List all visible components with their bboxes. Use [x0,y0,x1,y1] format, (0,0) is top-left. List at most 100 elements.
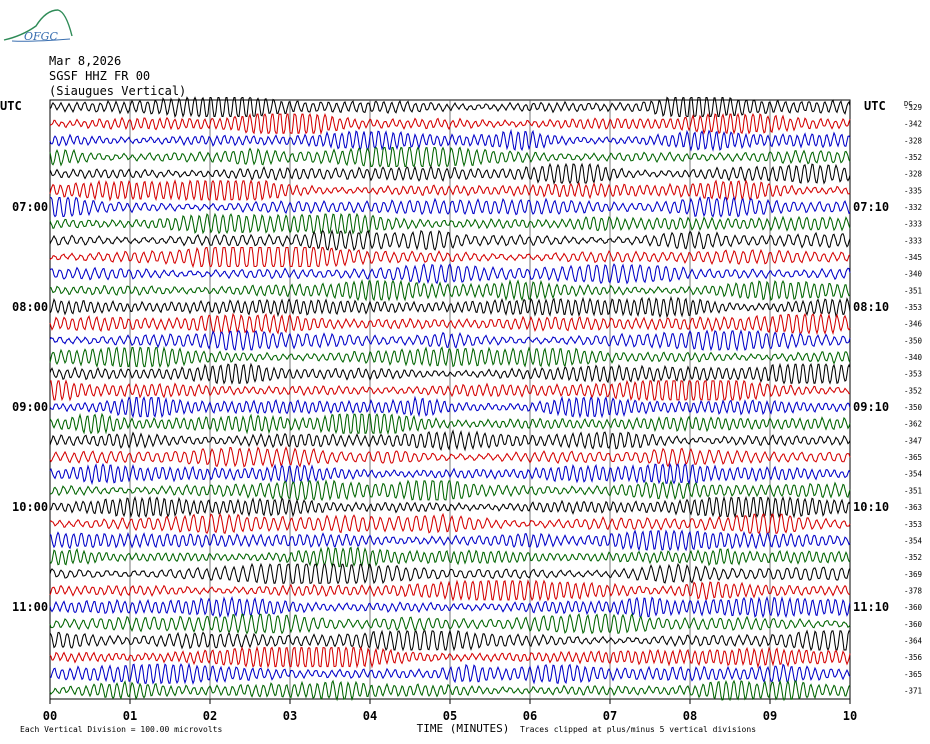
header-station: SGSF HHZ FR 00 [49,69,151,83]
dc-offset-label: -342 [904,120,922,129]
x-tick-label: 02 [203,709,217,723]
seismic-trace [49,162,851,185]
dc-offset-label: -353 [904,370,922,379]
dc-offset-label: -340 [904,270,923,279]
right-utc-label: UTC [864,99,886,113]
seismic-trace [49,229,851,252]
seismic-trace [49,462,851,486]
left-time-label: 10:00 [12,500,48,514]
left-time-label: 08:00 [12,300,48,314]
seismic-trace [49,446,851,468]
seismic-trace [49,312,851,336]
dc-offset-label: -333 [904,220,922,229]
dc-offset-label: -378 [904,586,923,595]
right-time-label: 11:10 [853,600,889,614]
dc-offset-label: -345 [904,253,922,262]
dc-offset-label: -352 [904,153,922,162]
seismic-trace [49,146,851,168]
x-tick-label: 10 [843,709,857,723]
dc-offset-label: -354 [904,470,923,479]
dc-offset-label: -356 [904,653,923,662]
dc-offset-label: -332 [904,203,922,212]
x-axis-label: TIME (MINUTES) [417,722,510,735]
dc-offset-label: -351 [904,486,922,495]
seismic-trace [49,412,851,436]
seismic-trace [49,279,851,302]
x-tick-label: 00 [43,709,57,723]
dc-offset-label: -328 [904,170,923,179]
right-time-label: 09:10 [853,400,889,414]
dc-offset-label: -362 [904,420,922,429]
dc-offset-label: -365 [904,453,922,462]
dc-offset-label: -328 [904,136,923,145]
left-time-label: 11:00 [12,600,48,614]
seismic-trace [49,595,851,619]
dc-offset-label: -371 [904,686,922,695]
seismic-trace [49,128,851,152]
seismic-trace [49,613,851,635]
dc-offset-label: -350 [904,403,923,412]
seismic-trace [49,429,851,452]
x-tick-label: 01 [123,709,137,723]
x-tick-label: 05 [443,709,457,723]
svg-text:OFGC: OFGC [24,30,58,43]
left-time-label: 07:00 [12,200,48,214]
x-tick-label: 08 [683,709,697,723]
dc-offset-label: -360 [904,620,923,629]
dc-offset-label: -369 [904,570,922,579]
dc-offset-label: -354 [904,536,923,545]
seismic-trace [49,479,851,502]
footer-clip-note: Traces clipped at plus/minus 5 vertical … [520,725,756,734]
seismic-trace [49,295,851,319]
seismic-trace [49,112,851,136]
seismic-trace [49,679,851,702]
seismic-trace [49,395,851,419]
dc-offset-label: -350 [904,336,923,345]
seismic-trace [49,379,851,402]
dc-offset-label: -329 [904,103,922,112]
dc-offset-label: -346 [904,320,923,329]
seismic-trace [49,662,851,685]
right-time-label: 08:10 [853,300,889,314]
right-time-label: 10:10 [853,500,889,514]
dc-offset-label: -347 [904,436,922,445]
dc-offset-label: -360 [904,603,923,612]
dc-offset-label: -353 [904,520,922,529]
seismic-trace [49,179,851,202]
ofgc-logo: OFGC [3,9,73,43]
seismic-trace [49,629,851,652]
x-tick-label: 04 [363,709,377,723]
dc-offset-label: -335 [904,186,922,195]
dc-offset-label: -333 [904,236,922,245]
left-utc-label: UTC [0,99,22,113]
x-tick-label: 09 [763,709,777,723]
seismic-trace [49,512,851,535]
left-time-label: 09:00 [12,400,48,414]
seismic-trace [49,579,851,602]
dc-offset-label: -352 [904,386,922,395]
dc-offset-label: -364 [904,636,923,645]
dc-offset-label: -365 [904,670,922,679]
seismic-trace [49,212,851,235]
dc-offset-label: -363 [904,503,922,512]
dc-offset-label: -340 [904,353,923,362]
dc-label: DC [904,100,912,108]
seismic-trace [49,96,851,118]
seismic-trace [49,262,851,285]
seismic-trace [49,362,851,385]
header-location: (Siaugues Vertical) [49,84,187,98]
dc-offset-label: -352 [904,553,922,562]
seismic-trace [49,345,851,369]
seismic-trace [49,562,851,585]
footer-scale-note: Each Vertical Division = 100.00 microvol… [20,725,222,734]
x-tick-label: 07 [603,709,617,723]
dc-offset-label: -353 [904,303,922,312]
x-tick-label: 03 [283,709,297,723]
seismic-trace [50,195,851,218]
header-date: Mar 8,2026 [49,54,122,68]
seismic-trace [49,645,851,669]
seismic-trace [49,329,851,352]
x-tick-label: 06 [523,709,537,723]
seismic-trace [49,495,851,519]
seismic-trace [49,246,851,269]
